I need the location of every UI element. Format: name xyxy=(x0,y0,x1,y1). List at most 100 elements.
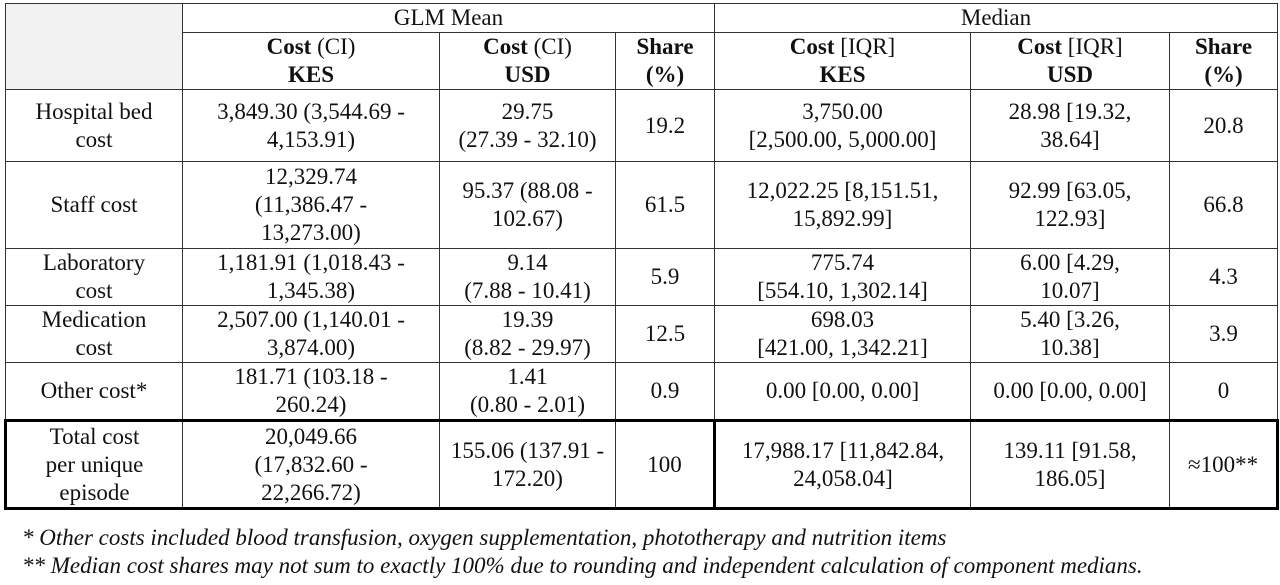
cell-line: 260.24) xyxy=(275,392,347,417)
cell-line: 6.00 [4.29, xyxy=(1020,250,1120,275)
table-row: Medication cost 2,507.00 (1,140.01 - 3,874.… xyxy=(5,305,1279,363)
corner-header-cell xyxy=(5,3,183,90)
glm-cost-usd-cell: 29.75 (27.39 - 32.10) xyxy=(439,89,616,162)
total-row: Total cost per unique episode 20,049.66 (17,… xyxy=(4,419,1280,510)
glm-cost-kes-cell: 1,181.91 (1,018.43 - 1,345.38) xyxy=(182,248,440,306)
row-label: Medication cost xyxy=(5,305,183,363)
column-header-interval: (CI) xyxy=(527,34,572,59)
row-label-line: cost xyxy=(75,126,113,152)
row-label: Staff cost xyxy=(5,161,183,249)
cell-line: 3,750.00 xyxy=(802,98,883,124)
glm-cost-kes-cell: 181.71 (103.18 - 260.24) xyxy=(182,362,440,421)
cell-line: 29.75 xyxy=(501,98,554,124)
cell-line: 13,273.00) xyxy=(261,220,361,245)
median-cost-usd-cell: 6.00 [4.29, 10.07] xyxy=(970,248,1171,306)
table-row: Hospital bed cost 3,849.30 (3,544.69 -4,15… xyxy=(5,89,1279,162)
median-share-cell: ≈100** xyxy=(1169,419,1280,510)
column-header-label: Cost xyxy=(789,34,835,59)
column-subheader-row: Cost (CI) KES Cost (CI) USD Share (%) Cost [IQ… xyxy=(6,32,1279,90)
column-header-label: Cost xyxy=(1017,34,1063,59)
cell-line: 24,058.04] xyxy=(793,465,893,491)
glm-cost-usd-cell: 1.41 (0.80 - 2.01) xyxy=(439,362,616,421)
column-header-title: Cost (CI) xyxy=(187,33,435,61)
cell-line: 698.03 xyxy=(810,307,875,332)
row-label: Laboratory cost xyxy=(5,248,183,306)
cell-line: [2,500.00, 5,000.00] xyxy=(748,126,937,152)
glm-share-cell: 61.5 xyxy=(614,161,716,249)
cell-line: 3,874.00) xyxy=(266,335,356,360)
cell-line: 186.05] xyxy=(1034,465,1106,491)
cell-line: (27.39 - 32.10) xyxy=(458,126,597,152)
glm-cost-usd-header: Cost (CI) USD xyxy=(439,32,616,90)
glm-cost-kes-header: Cost (CI) KES xyxy=(182,32,440,90)
median-share-cell: 3.9 xyxy=(1169,305,1279,363)
median-cost-usd-cell: 139.11 [91.58, 186.05] xyxy=(970,419,1171,510)
glm-cost-usd-cell: 155.06 (137.91 -172.20) xyxy=(439,419,616,510)
cell-line: 1,181.91 (1,018.43 - xyxy=(217,250,405,275)
row-label-line: Staff cost xyxy=(50,192,138,217)
row-label: Hospital bed cost xyxy=(5,89,183,162)
median-share-cell: 0 xyxy=(1169,362,1279,421)
column-header-title: Share xyxy=(1174,33,1273,61)
cell-line: 139.11 [91.58, xyxy=(1003,437,1137,463)
median-cost-kes-cell: 12,022.25 [8,151.51, 15,892.99] xyxy=(714,161,972,249)
table-row: Other cost* 181.71 (103.18 - 260.24) 1.41 (0… xyxy=(5,362,1279,421)
median-cost-usd-cell: 92.99 [63.05, 122.93] xyxy=(970,161,1171,249)
median-cost-usd-cell: 28.98 [19.32, 38.64] xyxy=(970,89,1171,162)
median-share-header: Share (%) xyxy=(1169,32,1279,90)
column-header-unit: (%) xyxy=(645,62,685,87)
column-header-title: Cost (CI) xyxy=(444,33,611,61)
glm-share-cell: 19.2 xyxy=(614,89,716,162)
median-cost-kes-cell: 0.00 [0.00, 0.00] xyxy=(714,362,972,421)
cell-line: 22,266.72) xyxy=(261,479,361,505)
cell-line: 12,329.74 xyxy=(265,164,357,189)
cell-line: 0.00 [0.00, 0.00] xyxy=(993,378,1147,403)
cell-line: 20,049.66 xyxy=(265,423,357,449)
glm-cost-usd-cell: 9.14 (7.88 - 10.41) xyxy=(439,248,616,306)
glm-mean-group-header: GLM Mean xyxy=(181,3,716,33)
median-share-cell: 66.8 xyxy=(1169,161,1279,249)
column-header-unit: (%) xyxy=(1204,62,1243,87)
cell-line: (17,832.60 - xyxy=(254,451,368,477)
row-label-line: Medication xyxy=(41,307,147,332)
row-label-line: Laboratory xyxy=(42,250,146,275)
median-cost-usd-cell: 0.00 [0.00, 0.00] xyxy=(970,362,1171,421)
cell-line: 155.06 (137.91 - xyxy=(450,437,605,463)
row-label-line: episode xyxy=(59,479,130,505)
glm-cost-kes-cell: 12,329.74 (11,386.47 - 13,273.00) xyxy=(182,161,440,249)
row-label-line: Other cost* xyxy=(40,378,148,403)
cost-table: GLM Mean Median Cost (CI) KES Cost (CI) USD… xyxy=(4,3,1280,510)
median-cost-kes-cell: 3,750.00 [2,500.00, 5,000.00] xyxy=(714,89,972,162)
table-body: Hospital bed cost 3,849.30 (3,544.69 -4,15… xyxy=(4,89,1280,510)
column-header-title: Cost [IQR] xyxy=(719,33,966,61)
column-header-label: Share xyxy=(636,34,694,59)
cell-line: (7.88 - 10.41) xyxy=(464,278,591,303)
median-cost-kes-cell: 775.74 [554.10, 1,302.14] xyxy=(714,248,972,306)
median-cost-kes-cell: 698.03 [421.00, 1,342.21] xyxy=(714,305,972,363)
glm-share-cell: 12.5 xyxy=(614,305,716,363)
column-header-unit: KES xyxy=(819,62,866,87)
cell-line: 38.64] xyxy=(1040,126,1100,152)
footnote-median-shares: ** Median cost shares may not sum to exa… xyxy=(22,553,1143,578)
cell-line: 0.00 [0.00, 0.00] xyxy=(765,378,920,403)
median-cost-usd-header: Cost [IQR] USD xyxy=(970,32,1171,90)
column-header-interval: [IQR] xyxy=(834,34,896,59)
table-row: Laboratory cost 1,181.91 (1,018.43 - 1,345.… xyxy=(5,248,1279,306)
row-label: Total cost per unique episode xyxy=(4,419,183,510)
cell-line: 10.07] xyxy=(1040,278,1100,303)
cell-line: 95.37 (88.08 - xyxy=(462,178,593,203)
glm-cost-kes-cell: 3,849.30 (3,544.69 -4,153.91) xyxy=(182,89,440,162)
row-label-line: cost xyxy=(75,278,113,303)
row-label-line: Hospital bed xyxy=(35,98,153,124)
cell-line: [421.00, 1,342.21] xyxy=(757,335,928,360)
median-cost-kes-header: Cost [IQR] KES xyxy=(714,32,972,90)
column-header-interval: (CI) xyxy=(311,34,356,59)
column-header-interval: [IQR] xyxy=(1062,34,1123,59)
glm-share-cell: 5.9 xyxy=(614,248,716,306)
cell-line: 1,345.38) xyxy=(266,278,356,303)
cell-line: [554.10, 1,302.14] xyxy=(757,278,928,303)
cell-line: (8.82 - 29.97) xyxy=(464,335,591,360)
cell-line: (0.80 - 2.01) xyxy=(470,392,585,417)
cell-line: 12,022.25 [8,151.51, xyxy=(746,178,939,203)
median-share-cell: 4.3 xyxy=(1169,248,1279,306)
